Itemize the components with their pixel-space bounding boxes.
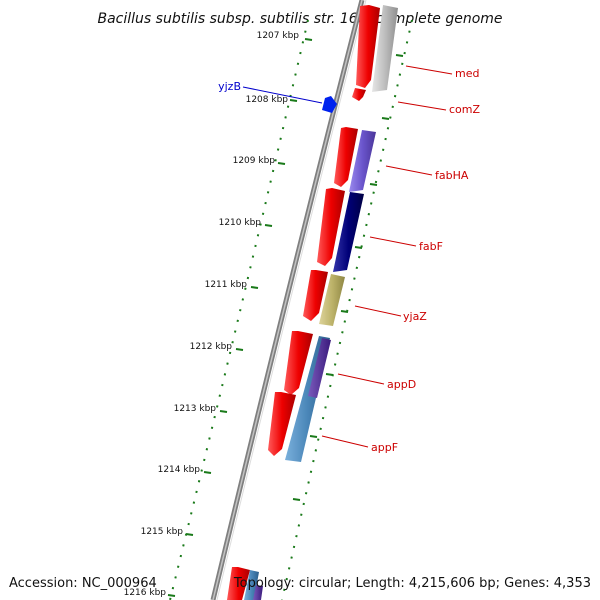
gene-label-appD[interactable]: appD (387, 378, 416, 391)
leader-lines (242, 65, 453, 448)
cds-track (227, 5, 380, 600)
tick-label: 1211 kbp (205, 280, 248, 290)
tick-labels: 1207 kbp 1208 kbp 1209 kbp 1210 kbp 1211… (124, 31, 300, 598)
feature-track (244, 5, 398, 600)
genome-backbone-highlight (212, 0, 363, 600)
feature-block-deep-purple[interactable] (253, 585, 263, 600)
gene-label-comZ[interactable]: comZ (449, 103, 480, 116)
map-title: Bacillus subtilis subsp. subtilis str. 1… (97, 11, 502, 27)
gene-label-fabHA[interactable]: fabHA (435, 169, 469, 182)
summary-text: Topology: circular; Length: 4,215,606 bp… (233, 576, 591, 591)
cds-arrow[interactable] (334, 127, 358, 187)
ruler-dotted-outer (281, 19, 413, 600)
cds-arrow[interactable] (303, 270, 328, 321)
track-outline-inner (216, 0, 367, 600)
gene-label-yjzB[interactable]: yjzB (218, 80, 241, 93)
gene-label-fabF[interactable]: fabF (419, 240, 443, 253)
feature-block-purple[interactable] (349, 130, 376, 192)
cds-arrow[interactable] (352, 88, 366, 101)
tick-label: 1207 kbp (257, 31, 300, 41)
tick-label: 1216 kbp (124, 588, 167, 598)
feature-block-navy[interactable] (333, 192, 364, 272)
gene-label-yjaZ[interactable]: yjaZ (403, 310, 427, 323)
tick-label: 1213 kbp (174, 404, 217, 414)
gene-labels: med comZ fabHA fabF yjaZ appD appF yjzB (218, 67, 480, 454)
cds-arrow[interactable] (284, 331, 313, 395)
gene-yjzB-marker[interactable] (322, 96, 337, 113)
cds-arrow[interactable] (317, 188, 345, 266)
tick-label: 1214 kbp (158, 465, 201, 475)
cds-arrow[interactable] (356, 5, 380, 88)
cds-arrow[interactable] (268, 392, 296, 456)
ruler-ticks (167, 38, 404, 597)
cds-arrow[interactable] (227, 567, 250, 600)
tick-label: 1215 kbp (141, 527, 184, 537)
feature-block-olive[interactable] (319, 274, 345, 326)
gene-label-med[interactable]: med (455, 67, 479, 80)
tick-label: 1212 kbp (190, 342, 233, 352)
gene-label-appF[interactable]: appF (371, 441, 398, 454)
tick-label: 1208 kbp (246, 95, 289, 105)
tick-label: 1209 kbp (233, 156, 276, 166)
accession-text: Accession: NC_000964 (9, 576, 157, 591)
feature-block-deep-purple[interactable] (308, 338, 331, 398)
tick-label: 1210 kbp (219, 218, 262, 228)
feature-block-gray[interactable] (372, 5, 398, 92)
